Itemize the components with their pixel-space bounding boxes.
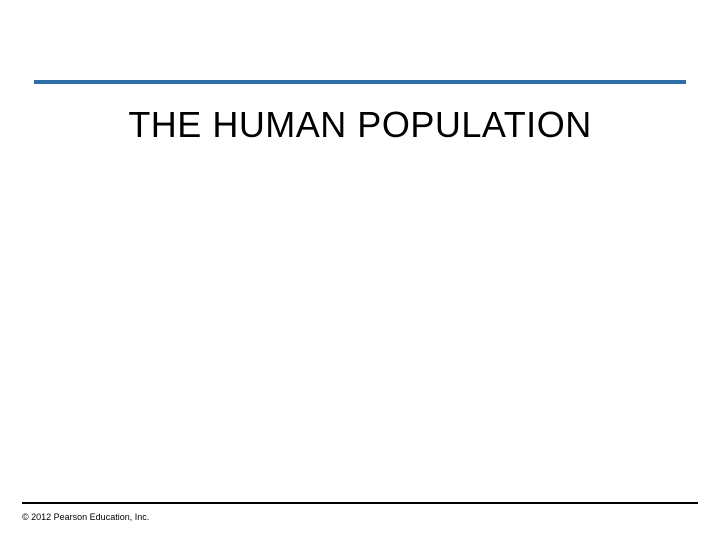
top-horizontal-rule — [34, 80, 686, 84]
slide-title: THE HUMAN POPULATION — [0, 104, 720, 146]
copyright-text: © 2012 Pearson Education, Inc. — [22, 512, 149, 522]
bottom-horizontal-rule — [22, 502, 698, 504]
slide-container: THE HUMAN POPULATION © 2012 Pearson Educ… — [0, 0, 720, 540]
